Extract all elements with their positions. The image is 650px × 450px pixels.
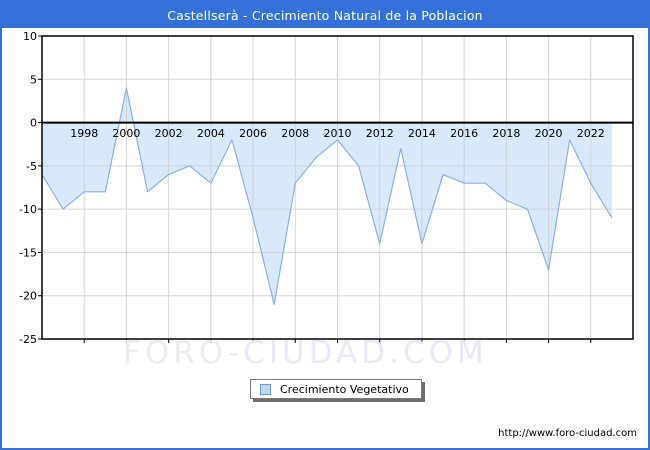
y-axis-labels: 10 5 0 -5 -10 -15 -20 -25 (19, 30, 37, 346)
y-tick-label: 5 (30, 73, 37, 86)
y-tick-label: -5 (26, 160, 37, 173)
title-bar: Castellserà - Crecimiento Natural de la … (2, 2, 648, 28)
x-tick-label: 2022 (577, 127, 605, 140)
x-tick-label: 2004 (197, 127, 225, 140)
x-tick-label: 2020 (535, 127, 563, 140)
y-tick-label: -25 (19, 333, 37, 346)
x-axis-labels: 1998 2000 2002 2004 2006 2008 2010 2012 2014 2016… (70, 127, 605, 140)
area-series (42, 87, 612, 305)
series-line (41, 87, 613, 305)
y-tick-label: -10 (19, 203, 37, 216)
x-tick-label: 2000 (112, 127, 140, 140)
x-tick-label: 2012 (366, 127, 394, 140)
x-tick-label: 2016 (450, 127, 478, 140)
x-tick-label: 2018 (492, 127, 520, 140)
y-tick-label: -20 (19, 290, 37, 303)
x-tick-label: 2006 (239, 127, 267, 140)
x-tick-label: 2014 (408, 127, 436, 140)
y-tick-label: -15 (19, 246, 37, 259)
axis-ticks (38, 35, 592, 343)
x-tick-label: 1998 (70, 127, 98, 140)
y-tick-label: 10 (23, 30, 37, 43)
chart-title: Castellserà - Crecimiento Natural de la … (167, 7, 483, 23)
legend-box: Crecimiento Vegetativo (250, 379, 422, 399)
x-tick-label: 2010 (324, 127, 352, 140)
x-tick-label: 2002 (155, 127, 183, 140)
gridlines (42, 36, 633, 339)
legend-label: Crecimiento Vegetativo (280, 382, 409, 396)
y-tick-label: 0 (30, 117, 37, 130)
legend-swatch-icon (260, 383, 271, 395)
footer-url[interactable]: http://www.foro-ciudad.com (498, 428, 637, 439)
x-tick-label: 2008 (281, 127, 309, 140)
